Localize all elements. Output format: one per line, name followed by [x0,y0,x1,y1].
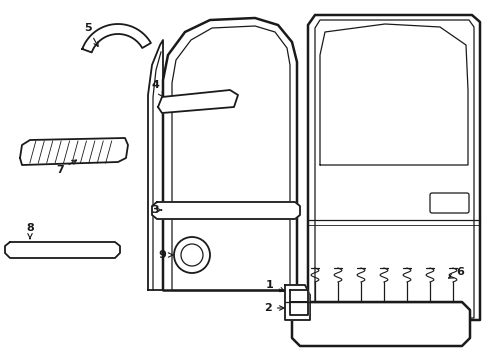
Polygon shape [307,15,479,320]
Text: 7: 7 [56,160,77,175]
Polygon shape [163,18,296,290]
Text: 8: 8 [26,223,34,239]
FancyBboxPatch shape [429,193,468,213]
Text: 4: 4 [151,80,163,96]
Polygon shape [20,138,128,165]
Text: 5: 5 [84,23,98,46]
Circle shape [181,244,203,266]
Polygon shape [319,24,467,165]
Text: 9: 9 [158,250,172,260]
Polygon shape [158,90,238,113]
Polygon shape [148,40,163,290]
Polygon shape [289,302,307,315]
Text: 6: 6 [447,267,463,278]
Circle shape [174,237,209,273]
Polygon shape [152,202,299,219]
Polygon shape [289,290,307,302]
Polygon shape [5,242,120,258]
Polygon shape [291,302,469,346]
Text: 1: 1 [265,280,284,292]
Text: 3: 3 [151,205,162,215]
Polygon shape [285,285,309,320]
Text: 2: 2 [264,303,284,313]
Polygon shape [82,24,151,53]
